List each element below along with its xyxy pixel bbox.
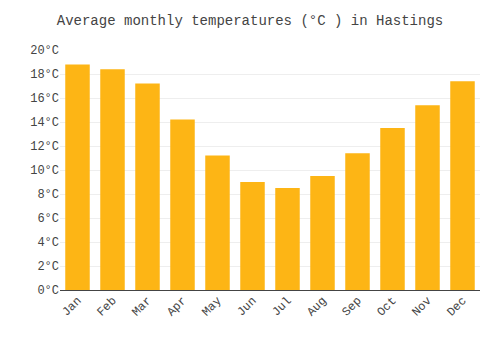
svg-text:16°C: 16°C xyxy=(30,92,59,106)
svg-text:10°C: 10°C xyxy=(30,164,59,178)
svg-text:Mar: Mar xyxy=(129,294,154,319)
svg-text:2°C: 2°C xyxy=(37,260,59,274)
svg-text:12°C: 12°C xyxy=(30,140,59,154)
svg-text:Dec: Dec xyxy=(444,294,469,319)
svg-text:14°C: 14°C xyxy=(30,116,59,130)
svg-text:Jun: Jun xyxy=(234,294,259,319)
svg-text:8°C: 8°C xyxy=(37,188,59,202)
svg-text:Aug: Aug xyxy=(304,294,329,319)
svg-text:Jul: Jul xyxy=(269,294,294,319)
svg-text:18°C: 18°C xyxy=(30,68,59,82)
svg-text:20°C: 20°C xyxy=(30,44,59,58)
svg-text:Jan: Jan xyxy=(59,294,84,319)
svg-text:4°C: 4°C xyxy=(37,236,59,250)
svg-text:Apr: Apr xyxy=(164,294,189,319)
svg-text:Sep: Sep xyxy=(339,294,364,319)
svg-text:Feb: Feb xyxy=(94,294,119,319)
svg-text:6°C: 6°C xyxy=(37,212,59,226)
svg-text:Nov: Nov xyxy=(409,294,434,319)
svg-text:Average monthly temperatures (: Average monthly temperatures (°C ) in Ha… xyxy=(57,13,443,29)
svg-text:0°C: 0°C xyxy=(37,284,59,298)
svg-text:May: May xyxy=(199,294,224,319)
svg-text:Oct: Oct xyxy=(374,294,399,319)
